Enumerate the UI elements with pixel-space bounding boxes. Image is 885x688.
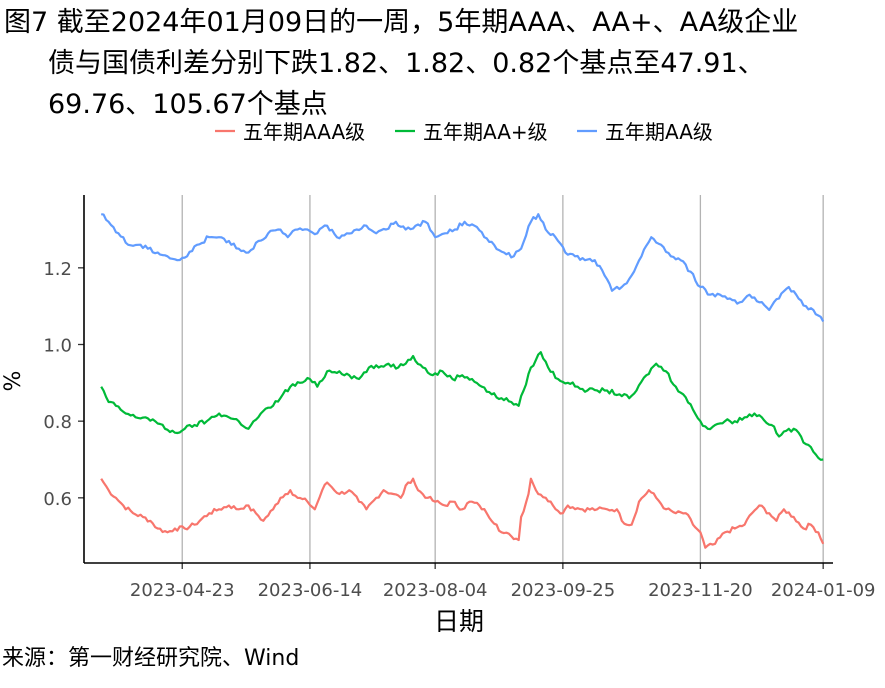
title-line-3: 69.76、105.67个基点 bbox=[48, 89, 328, 120]
tick-labels: 2023-04-23 2023-06-14 2023-08-04 2023-09-25… bbox=[43, 259, 875, 601]
legend-label: 五年期AA级 bbox=[605, 120, 713, 144]
grid-lines bbox=[181, 195, 824, 563]
x-tick-label: 2023-08-04 bbox=[383, 580, 488, 601]
axes bbox=[78, 195, 833, 569]
x-tick-label: 2023-11-20 bbox=[648, 580, 753, 601]
y-tick-label: 1.2 bbox=[43, 259, 72, 280]
line-chart: 五年期AAA级 五年期AA+级 五年期AA级 2023-04-23 2023-06-1… bbox=[1, 120, 875, 636]
legend-label: 五年期AAA级 bbox=[243, 120, 365, 144]
y-axis-label: % bbox=[1, 371, 26, 392]
series-lines bbox=[100, 213, 825, 549]
y-tick-label: 0.6 bbox=[43, 489, 72, 510]
y-tick-label: 0.8 bbox=[43, 412, 72, 433]
chart-title: 图7 截至2024年01月09日的一周，5年期AAA、AA+、AA级企业 债与国… bbox=[4, 2, 882, 125]
series-line bbox=[100, 477, 825, 549]
x-tick-label: 2023-09-25 bbox=[511, 580, 616, 601]
legend: 五年期AAA级 五年期AA+级 五年期AA级 bbox=[215, 120, 713, 144]
y-tick-label: 1.0 bbox=[43, 336, 72, 357]
x-tick-label: 2024-01-09 bbox=[771, 580, 876, 601]
title-line-2: 债与国债利差分别下跌1.82、1.82、0.82个基点至47.91、 bbox=[48, 48, 765, 79]
title-line-1: 图7 截至2024年01月09日的一周，5年期AAA、AA+、AA级企业 bbox=[4, 7, 799, 38]
series-line bbox=[101, 213, 825, 323]
series-line bbox=[100, 351, 824, 461]
legend-label: 五年期AA+级 bbox=[423, 120, 548, 144]
x-axis-label: 日期 bbox=[434, 607, 484, 636]
x-tick-label: 2023-06-14 bbox=[258, 580, 363, 601]
x-tick-label: 2023-04-23 bbox=[130, 580, 235, 601]
source-note: 来源：第一财经研究院、Wind bbox=[2, 646, 300, 671]
